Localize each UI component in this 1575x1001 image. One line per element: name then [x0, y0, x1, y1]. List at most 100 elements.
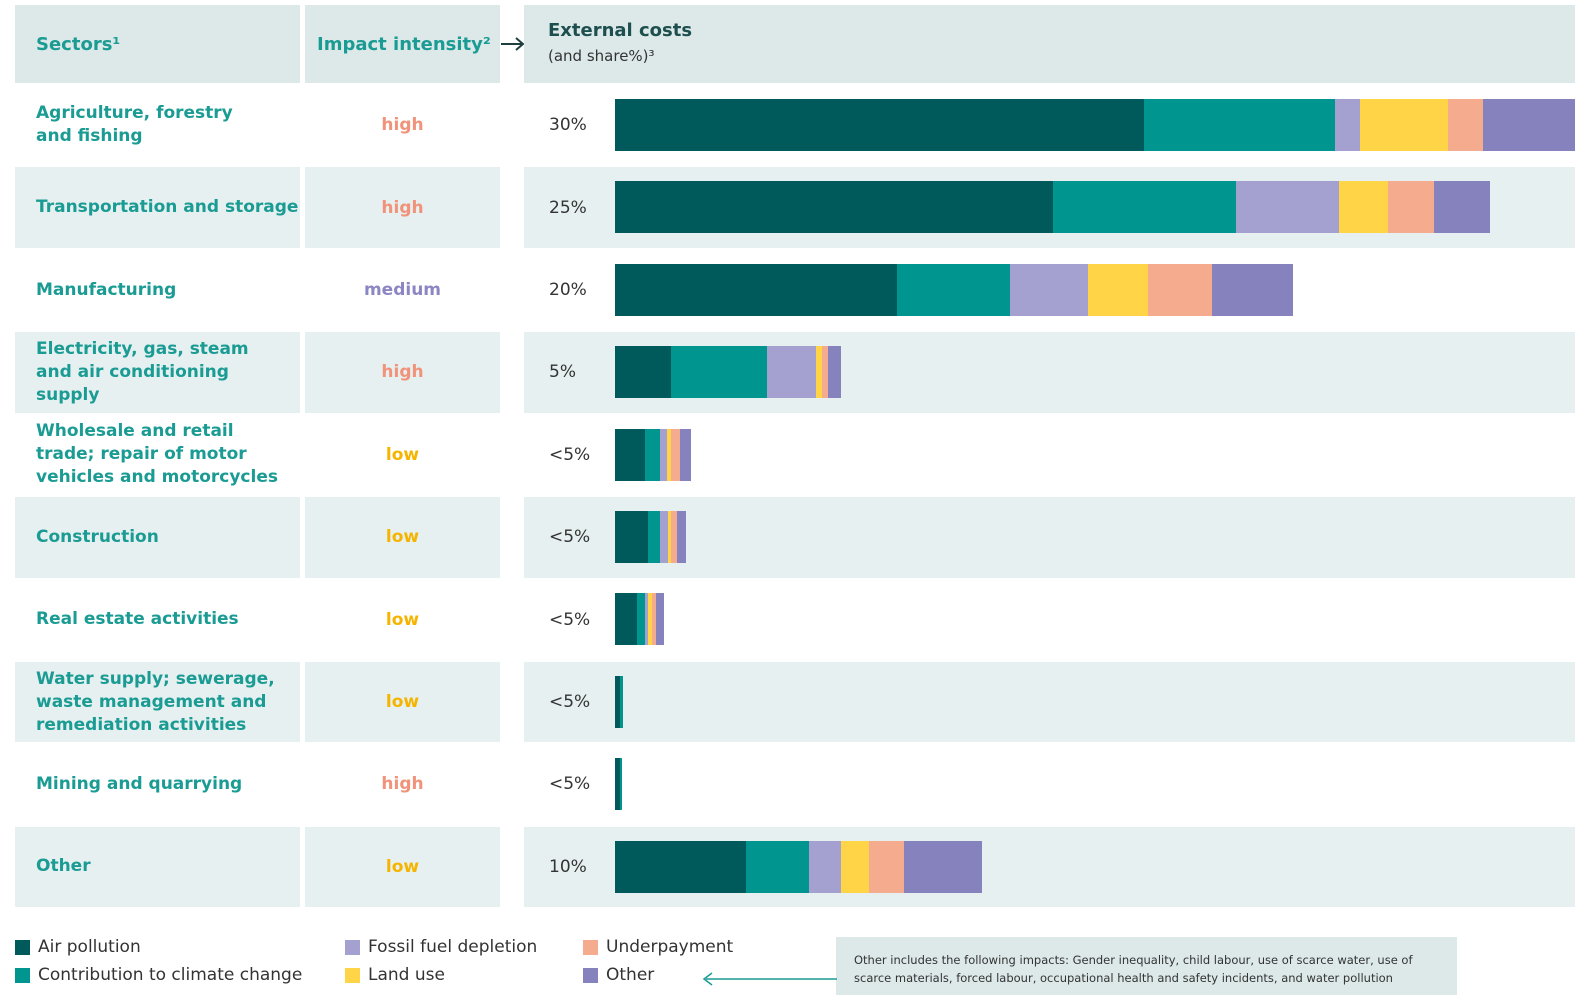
intensity-label: low — [385, 444, 420, 465]
bar-segment — [615, 428, 645, 481]
bar-row — [615, 181, 1575, 234]
bar-row — [615, 675, 1575, 728]
note-box: Other includes the following impacts: Ge… — [836, 937, 1457, 995]
row-bg — [524, 744, 1575, 825]
bar-segment — [1010, 263, 1088, 316]
bar-segment — [869, 840, 905, 893]
bar-segment — [1147, 263, 1212, 316]
row-bg — [15, 744, 300, 825]
row-bg — [305, 332, 500, 413]
bar-segment — [1338, 181, 1388, 234]
bar-segment — [1433, 181, 1491, 234]
bar-row — [615, 758, 1575, 811]
legend-label: Air pollution — [38, 937, 141, 957]
legend-swatch — [345, 939, 360, 955]
bar-row — [615, 263, 1575, 316]
row-bg — [524, 661, 1575, 743]
row-bg — [305, 497, 500, 578]
sector-text: Agriculture, forestry and fishing — [36, 103, 233, 147]
bar-segment — [840, 840, 870, 893]
intensity-label: low — [385, 692, 420, 713]
bar-segment — [1211, 263, 1293, 316]
bar-segment — [659, 511, 668, 563]
note-arrow — [702, 972, 837, 986]
bar-segment — [897, 263, 1011, 316]
share-label: 10% — [549, 856, 587, 877]
row-bg — [305, 414, 500, 496]
bar-segment — [666, 428, 671, 481]
sector-label: Electricity, gas, steam and air conditio… — [15, 332, 286, 413]
legend-label: Other — [606, 965, 655, 985]
legend-swatch — [15, 967, 30, 983]
bar-segment — [615, 593, 637, 646]
bar-segment — [1144, 99, 1336, 151]
sector-text: Transportation and storage — [36, 197, 299, 218]
sector-text: Water supply; sewerage, waste management… — [36, 668, 275, 735]
legend-item: Air pollution — [15, 936, 141, 958]
bar-row — [615, 593, 1575, 646]
share-label: 30% — [549, 115, 587, 136]
sector-label: Other — [15, 827, 306, 908]
intensity-label: low — [385, 856, 420, 877]
bar-segment — [1483, 99, 1575, 151]
intensity-label: low — [385, 527, 420, 548]
share-label: <5% — [549, 692, 591, 713]
intensity-label: high — [381, 362, 424, 383]
bar-segment — [615, 99, 1145, 151]
bar-segment — [679, 428, 691, 481]
intensity-label: high — [381, 115, 424, 136]
bar-segment — [1236, 181, 1339, 234]
legend-swatch — [583, 967, 598, 983]
bar-segment — [645, 428, 660, 481]
row-bg — [15, 85, 300, 166]
row-bg — [15, 661, 300, 743]
bar-segment — [816, 346, 823, 399]
bar-segment — [659, 428, 667, 481]
row-bg — [305, 579, 500, 660]
sector-label: Real estate activities — [15, 579, 306, 660]
bar-segment — [1359, 99, 1448, 151]
row-bg — [15, 414, 300, 496]
share-label: <5% — [549, 444, 591, 465]
row-bg — [524, 414, 1575, 496]
sector-text: Manufacturing — [36, 279, 177, 300]
row-bg — [15, 826, 300, 908]
bar-segment — [647, 593, 652, 646]
share-label: 20% — [549, 280, 587, 301]
legend-item: Fossil fuel depletion — [345, 936, 537, 958]
costs-subheader: (and share%)³ — [548, 47, 655, 65]
bar-segment — [615, 758, 620, 811]
costs-header-bg: External costs (and share%)³ — [524, 5, 1575, 83]
bar-segment — [670, 428, 680, 481]
header-arrow — [501, 37, 525, 51]
share-label: <5% — [549, 774, 591, 795]
bar-segment — [619, 758, 623, 811]
bar-row — [615, 428, 1575, 481]
legend-item: Contribution to climate change — [15, 964, 302, 986]
bar-segment — [809, 840, 841, 893]
row-bg — [305, 661, 500, 743]
bar-row — [615, 840, 1575, 893]
bar-segment — [615, 511, 648, 563]
legend-label: Underpayment — [606, 937, 734, 957]
row-bg — [305, 85, 500, 166]
share-label: <5% — [549, 609, 591, 630]
row-bg — [305, 826, 500, 908]
bar-segment — [615, 840, 746, 893]
legend-label: Fossil fuel depletion — [368, 937, 538, 957]
row-bg — [15, 249, 300, 331]
row-bg — [305, 744, 500, 825]
sector-text: Wholesale and retail trade; repair of mo… — [36, 421, 278, 488]
bar-segment — [1387, 181, 1434, 234]
sector-label: Water supply; sewerage, waste management… — [15, 662, 276, 743]
intensity-label: high — [381, 774, 424, 795]
bar-segment — [615, 181, 1053, 234]
sector-label: Transportation and storage — [15, 167, 306, 248]
bar-row — [615, 511, 1575, 563]
intensity-label: medium — [363, 280, 442, 301]
bar-segment — [1087, 263, 1148, 316]
legend-swatch — [345, 967, 360, 983]
sector-label: Construction — [15, 497, 306, 578]
bar-segment — [645, 593, 648, 646]
bar-segment — [676, 511, 686, 563]
